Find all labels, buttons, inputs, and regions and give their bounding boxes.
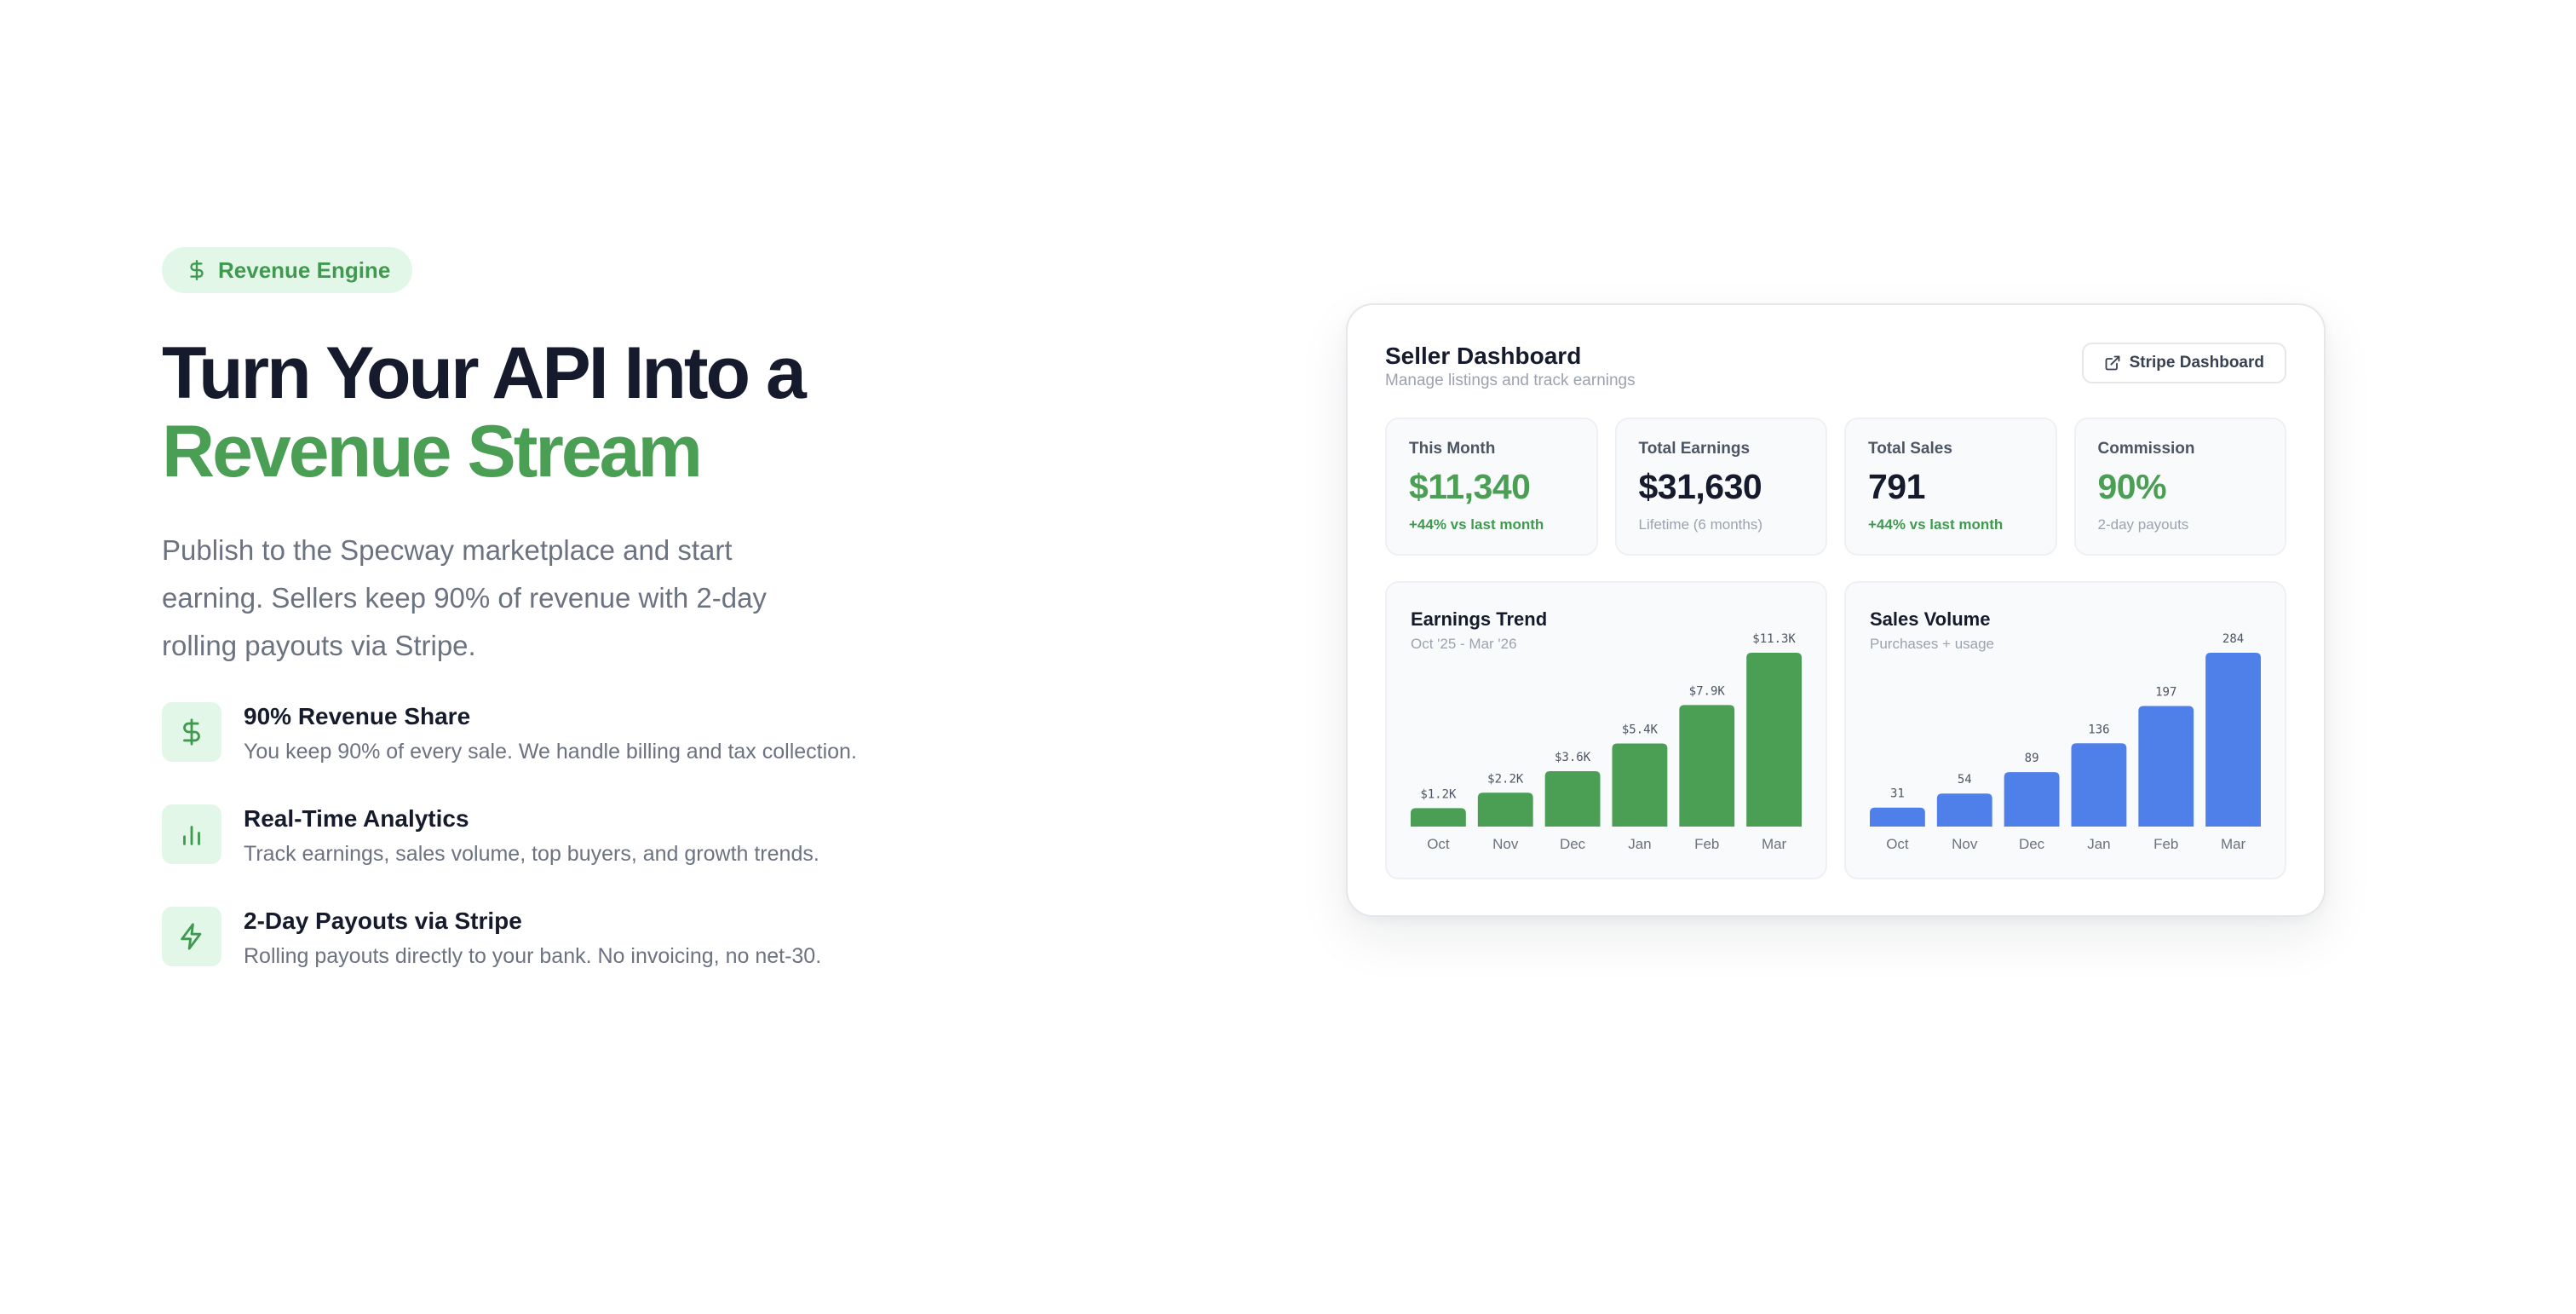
stat-label: This Month [1409, 440, 1496, 458]
hero-title: Turn Your API Into a Revenue Stream [162, 334, 1031, 491]
x-tick-label: Nov [1952, 836, 1978, 852]
stat-footnote: Lifetime (6 months) [1638, 516, 1763, 533]
feature-item-revenue-share: 90% Revenue Share You keep 90% of every … [162, 702, 1031, 765]
bar-oct [1870, 807, 1925, 827]
stat-footnote: +44% vs last month [1868, 516, 2004, 533]
stat-label: Total Earnings [1638, 440, 1751, 458]
feature-description: Rolling payouts directly to your bank. N… [244, 944, 822, 968]
bar-mar [2205, 653, 2261, 827]
feature-icon-box [162, 907, 221, 966]
feature-item-payouts: 2-Day Payouts via Stripe Rolling payouts… [162, 907, 1031, 970]
stat-card-this-month: This Month $11,340 +44% vs last month [1385, 418, 1598, 556]
bar-dec [1544, 771, 1601, 827]
seller-dashboard-card: Seller Dashboard Manage listings and tra… [1346, 303, 2326, 917]
stat-label: Total Sales [1868, 440, 1952, 458]
stat-footnote: 2-day payouts [2097, 516, 2189, 533]
lightning-icon [181, 923, 202, 950]
feature-title: Real-Time Analytics [244, 805, 469, 832]
badge-label: Revenue Engine [218, 256, 391, 283]
stat-value: 90% [2097, 467, 2167, 506]
feature-description: Track earnings, sales volume, top buyers… [244, 842, 819, 866]
bar-jan [2071, 743, 2127, 827]
bar-value-label: 136 [2088, 723, 2109, 736]
feature-title: 90% Revenue Share [244, 703, 471, 729]
bar-feb [2138, 706, 2194, 827]
dollar-icon [190, 259, 204, 281]
stripe-dashboard-button[interactable]: Stripe Dashboard [2081, 343, 2286, 383]
stat-card-commission: Commission 90% 2-day payouts [2073, 418, 2286, 556]
sales-volume-chart: Sales Volume Purchases + usage 31 Oct 54 No… [1844, 581, 2286, 879]
feature-item-analytics: Real-Time Analytics Track earnings, sale… [162, 804, 1031, 867]
bar-value-label: $2.2K [1487, 772, 1524, 786]
stat-footnote: +44% vs last month [1409, 516, 1544, 533]
bar-value-label: 89 [2025, 752, 2039, 765]
dashboard-subtitle: Manage listings and track earnings [1385, 372, 1636, 389]
stat-card-total-sales: Total Sales 791 +44% vs last month [1844, 418, 2057, 556]
stat-value: $11,340 [1409, 467, 1531, 506]
bar-value-label: $11.3K [1752, 632, 1796, 646]
x-tick-label: Mar [1762, 836, 1787, 852]
hero-description: Publish to the Specway marketplace and s… [162, 534, 767, 661]
external-link-icon [2105, 355, 2120, 371]
stat-label: Commission [2097, 440, 2195, 458]
bar-value-label: $3.6K [1555, 751, 1591, 764]
x-tick-label: Feb [1694, 836, 1719, 852]
dashboard-header: Seller Dashboard Manage listings and tra… [1385, 343, 2286, 394]
chart-title: Earnings Trend [1411, 608, 1548, 630]
bar-feb [1679, 705, 1735, 827]
stat-value: $31,630 [1638, 467, 1762, 506]
x-tick-label: Feb [2153, 836, 2178, 852]
feature-icon-box [162, 804, 221, 864]
earnings-bars-svg: $1.2K Oct $2.2K Nov $3.6K Dec $5.4K Jan $7.9K Feb… [1411, 632, 1802, 852]
chart-subtitle: Purchases + usage [1870, 636, 1995, 652]
bar-value-label: 54 [1958, 773, 1972, 787]
earnings-trend-chart: Earnings Trend Oct '25 - Mar '26 $1.2K Oc… [1385, 581, 1827, 879]
stripe-dashboard-label: Stripe Dashboard [2129, 354, 2264, 372]
bar-value-label: 31 [1890, 787, 1905, 801]
feature-description: You keep 90% of every sale. We handle bi… [244, 740, 857, 764]
feature-list: 90% Revenue Share You keep 90% of every … [162, 702, 1031, 970]
bar-value-label: 284 [2222, 632, 2244, 646]
x-tick-label: Oct [1886, 836, 1909, 852]
bar-nov [1477, 792, 1533, 827]
feature-icon-box [162, 702, 221, 762]
x-tick-label: Mar [2221, 836, 2246, 852]
dollar-icon [183, 718, 200, 746]
bar-chart-icon [183, 826, 200, 845]
chart-subtitle: Oct '25 - Mar '26 [1411, 636, 1517, 652]
bar-value-label: $5.4K [1622, 723, 1659, 737]
hero-title-line-2: Revenue Stream [162, 411, 703, 493]
chart-title: Sales Volume [1870, 608, 1991, 630]
charts-row: Earnings Trend Oct '25 - Mar '26 $1.2K Oc… [1385, 581, 2286, 879]
bar-value-label: $7.9K [1689, 684, 1726, 698]
dashboard-title: Seller Dashboard [1385, 343, 1582, 369]
bar-jan [1612, 743, 1668, 827]
x-tick-label: Jan [1628, 836, 1651, 852]
x-tick-label: Dec [1560, 836, 1586, 852]
stat-value: 791 [1868, 467, 1925, 506]
bar-oct [1411, 808, 1466, 827]
x-tick-label: Jan [2087, 836, 2110, 852]
hero-section: Revenue Engine Turn Your API Into a Reve… [162, 247, 1031, 1009]
x-tick-label: Dec [2019, 836, 2045, 852]
feature-title: 2-Day Payouts via Stripe [244, 908, 522, 934]
x-tick-label: Nov [1492, 836, 1519, 852]
bar-value-label: 197 [2155, 685, 2176, 699]
sales-bars-svg: 31 Oct 54 Nov 89 Dec 136 Jan 197 Feb 284 Mar [1870, 632, 2261, 852]
stat-card-total-earnings: Total Earnings $31,630 Lifetime (6 month… [1614, 418, 1827, 556]
bar-value-label: $1.2K [1420, 787, 1457, 801]
x-tick-label: Oct [1427, 836, 1450, 852]
hero-title-line-1: Turn Your API Into a [162, 332, 807, 414]
revenue-engine-badge: Revenue Engine [162, 247, 413, 293]
bar-dec [2004, 772, 2060, 827]
stats-row: This Month $11,340 +44% vs last month To… [1385, 418, 2286, 556]
bar-nov [1936, 793, 1992, 827]
bar-mar [1746, 653, 1802, 827]
